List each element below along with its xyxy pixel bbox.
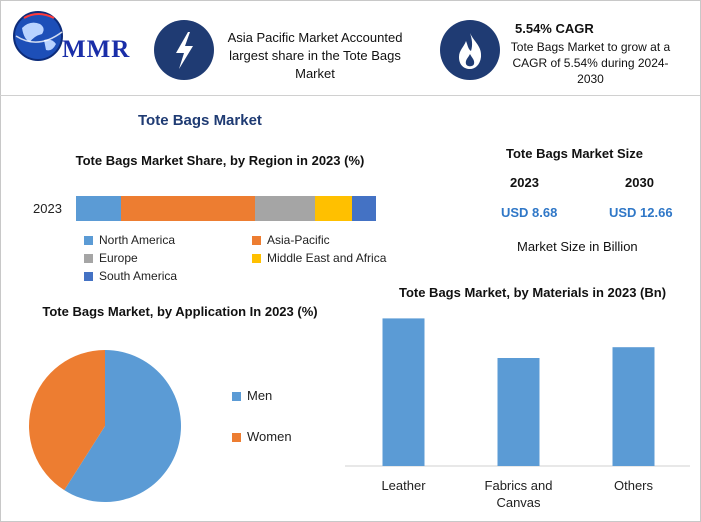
legend-label: Men [247, 388, 273, 403]
globe-icon [13, 11, 63, 61]
main-title: Tote Bags Market [138, 112, 262, 129]
region-chart-title: Tote Bags Market Share, by Region in 202… [75, 153, 365, 168]
region-segment-middle-east-and-africa [315, 196, 352, 221]
legend-swatch [252, 254, 261, 264]
legend-item-north-america: North America [84, 233, 175, 247]
legend-swatch [232, 433, 241, 443]
region-segment-europe [254, 196, 316, 221]
region-segment-asia-pacific [121, 196, 255, 221]
lightning-icon [154, 20, 214, 80]
legend-label: North America [99, 233, 176, 247]
bar-leather [382, 318, 425, 466]
region-legend: North America Asia-Pacific Europe Middle Ea… [84, 233, 414, 293]
region-stacked-bar [76, 196, 376, 221]
legend-item-south-america: South America [84, 269, 177, 283]
legend-label: Women [247, 429, 292, 444]
legend-label: Middle East and Africa [267, 251, 387, 265]
category-label-leather: Leather [381, 478, 426, 493]
legend-item-middle-east-and-africa: Middle East and Africa [252, 251, 386, 265]
flame-icon [440, 20, 500, 80]
legend-item-asia-pacific: Asia-Pacific [252, 233, 330, 247]
legend-label: Asia-Pacific [267, 233, 330, 247]
application-pie-chart [29, 350, 182, 502]
bar-others [612, 347, 655, 466]
header-divider [0, 95, 700, 96]
legend-swatch [84, 236, 93, 246]
category-label-others: Others [614, 478, 654, 493]
size-value-2030: USD 12.66 [609, 205, 673, 220]
market-size-title: Tote Bags Market Size [506, 146, 644, 161]
materials-bar-chart: Leather Fabrics and Canvas Others [345, 318, 690, 510]
legend-swatch [252, 236, 261, 246]
materials-chart-title: Tote Bags Market, by Materials in 2023 (… [398, 285, 667, 300]
legend-swatch [84, 272, 93, 282]
bar-fabrics-and-canvas [497, 358, 540, 466]
legend-label: Europe [99, 251, 138, 265]
pie-slice-men [64, 350, 182, 502]
legend-item-men: Men [232, 388, 272, 403]
highlight-text: Asia Pacific Market Accounted largest sh… [227, 30, 403, 81]
size-year-2023: 2023 [510, 175, 539, 190]
region-year-label: 2023 [33, 201, 62, 216]
cagr-text: Tote Bags Market to grow at a CAGR of 5.… [510, 40, 671, 86]
pie-slice-women [29, 350, 105, 491]
size-value-2023: USD 8.68 [501, 205, 558, 220]
application-legend: Men Women [232, 388, 352, 458]
mmr-logo: MMR [10, 6, 145, 66]
legend-swatch [232, 392, 241, 402]
legend-label: South America [99, 269, 178, 283]
legend-swatch [84, 254, 93, 264]
legend-item-europe: Europe [84, 251, 138, 265]
logo-text: MMR [62, 36, 131, 63]
region-segment-north-america [76, 196, 122, 221]
region-segment-south-america [351, 196, 376, 221]
application-chart-title: Tote Bags Market, by Application In 2023… [42, 304, 318, 319]
category-label-fabrics-and-canvas: Fabrics and Canvas [485, 478, 553, 510]
size-year-2030: 2030 [625, 175, 654, 190]
cagr-title: 5.54% CAGR [515, 21, 594, 36]
market-size-unit: Market Size in Billion [517, 239, 638, 254]
legend-item-women: Women [232, 429, 292, 444]
